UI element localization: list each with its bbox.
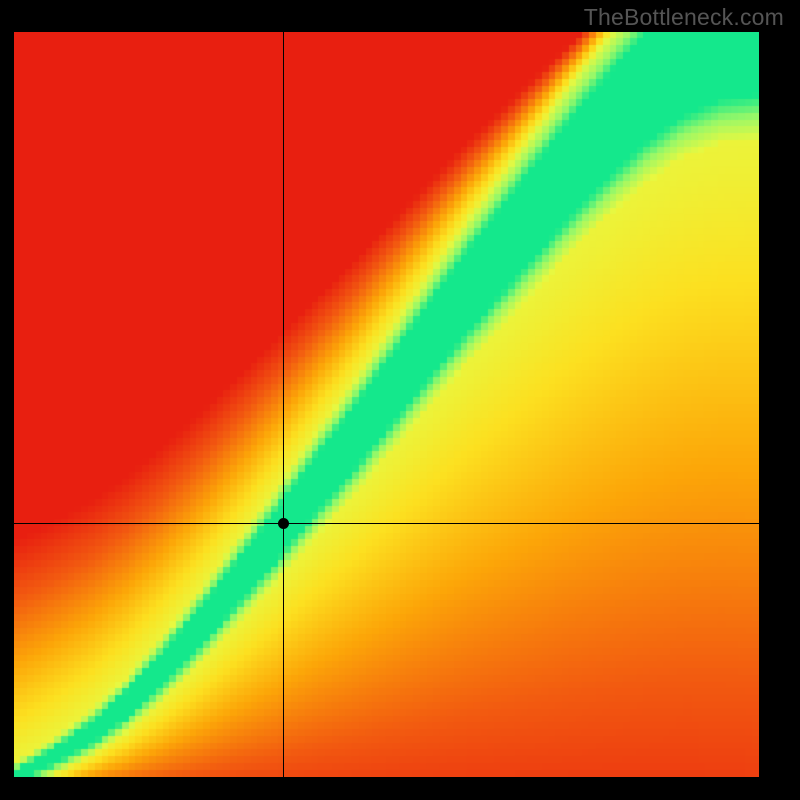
watermark-text: TheBottleneck.com bbox=[584, 4, 784, 31]
crosshair-horizontal bbox=[14, 523, 759, 524]
crosshair-vertical bbox=[283, 32, 284, 777]
chart-container: TheBottleneck.com bbox=[0, 0, 800, 800]
bottleneck-heatmap bbox=[14, 32, 759, 777]
